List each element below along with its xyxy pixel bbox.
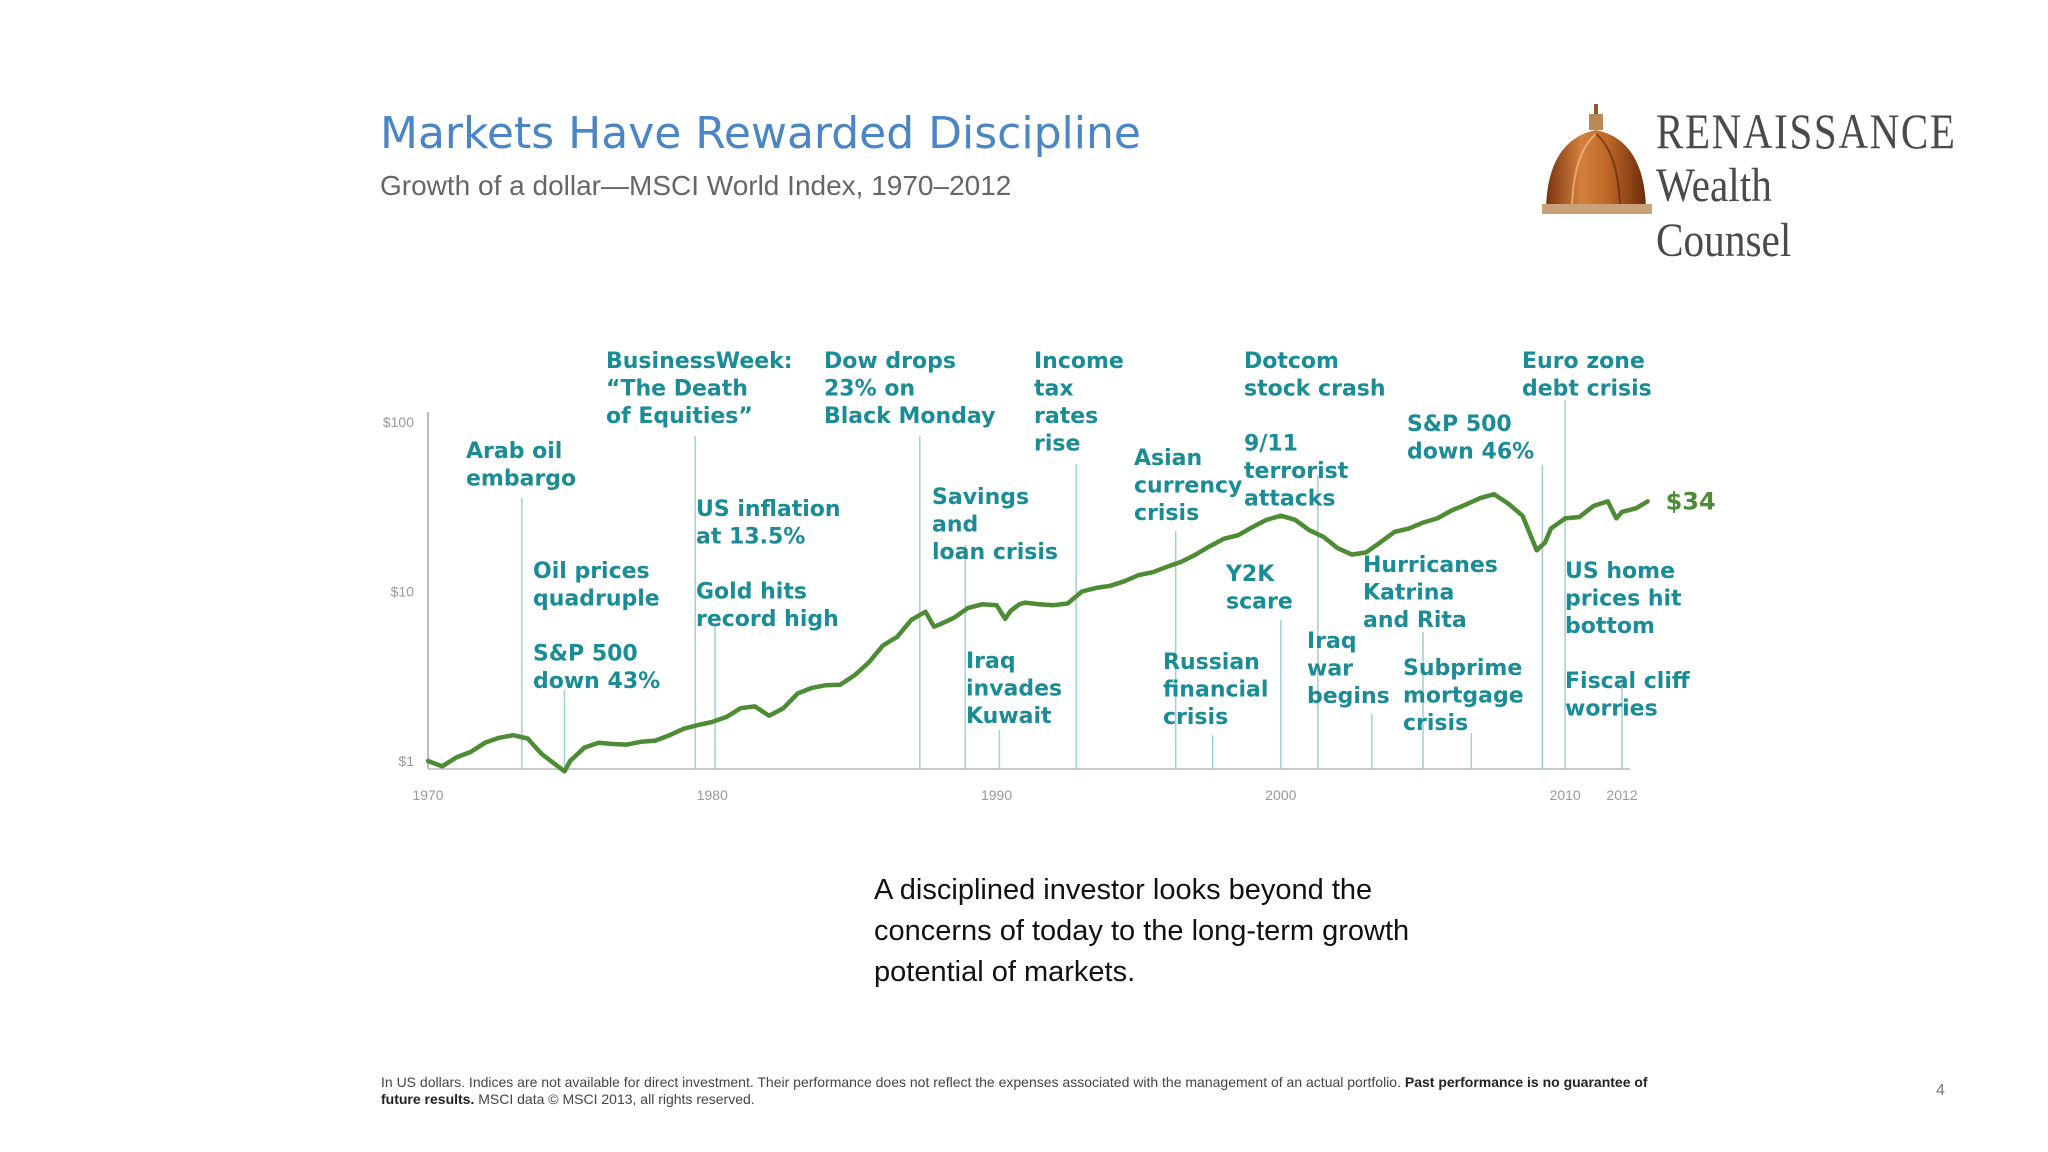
annotation-label: Fiscal cliff xyxy=(1565,669,1691,694)
annotation-label: Gold hits xyxy=(696,580,807,605)
footnote-disclaimer: Past performance is no guarantee of futu… xyxy=(381,1074,1648,1107)
annotation-label: rates xyxy=(1034,404,1098,429)
annotation-label: crisis xyxy=(1403,711,1468,736)
x-tick-label: 2012 xyxy=(1606,787,1637,803)
annotation-label: Subprime xyxy=(1403,656,1522,681)
annotation-label: debt crisis xyxy=(1522,377,1652,402)
annotation-label: stock crash xyxy=(1244,377,1386,402)
annotation-label: worries xyxy=(1565,697,1658,722)
annotation-label: Income xyxy=(1034,349,1124,374)
annotation-label: scare xyxy=(1226,590,1293,615)
annotation-label: invades xyxy=(966,677,1062,702)
y-tick-label: $10 xyxy=(391,584,415,600)
y-tick-label: $100 xyxy=(383,414,414,430)
annotation-label: record high xyxy=(696,607,839,632)
annotation-label: Russian xyxy=(1163,650,1260,675)
footnote-source: MSCI data © MSCI 2013, all rights reserv… xyxy=(478,1091,755,1107)
annotation-label: loan crisis xyxy=(932,540,1058,565)
x-tick-label: 2000 xyxy=(1265,787,1296,803)
annotation-label: S&P 500 xyxy=(1407,412,1512,437)
growth-line xyxy=(425,491,1650,774)
annotation-label: and Rita xyxy=(1363,608,1467,633)
annotation-label: Savings xyxy=(932,485,1029,510)
annotation-label: attacks xyxy=(1244,487,1336,512)
annotation-label: begins xyxy=(1307,684,1390,709)
annotation-label: rise xyxy=(1034,432,1080,457)
logo-text-line2: Wealth Counsel xyxy=(1656,159,1792,267)
annotation-label: crisis xyxy=(1134,501,1199,526)
dome-icon xyxy=(1542,104,1652,214)
annotation-label: Dow drops xyxy=(824,349,956,374)
annotation-label: Hurricanes xyxy=(1363,553,1498,578)
x-tick-label: 1970 xyxy=(412,787,443,803)
annotation-label: bottom xyxy=(1565,614,1655,639)
footnote: In US dollars. Indices are not available… xyxy=(381,1074,1681,1108)
annotation-label: Asian xyxy=(1134,446,1202,471)
logo-text-line1: RENAISSANCE xyxy=(1656,103,1957,159)
annotation-label: US inflation xyxy=(696,497,841,522)
annotation-label: mortgage xyxy=(1403,684,1524,709)
annotation-label: financial xyxy=(1163,678,1268,703)
annotation-label: Katrina xyxy=(1363,581,1454,606)
annotation-label: Iraq xyxy=(966,649,1016,674)
annotation-label: down 43% xyxy=(533,669,660,694)
annotation-label: down 46% xyxy=(1407,440,1534,465)
x-tick-label: 2010 xyxy=(1550,787,1581,803)
annotation-label: Arab oil xyxy=(466,439,562,464)
y-tick-label: $1 xyxy=(398,753,414,769)
annotation-label: and xyxy=(932,513,978,538)
annotation-label: “The Death xyxy=(606,377,748,402)
end-value-label: $34 xyxy=(1666,487,1716,515)
annotation-label: Oil prices xyxy=(533,559,650,584)
x-tick-label: 1980 xyxy=(697,787,728,803)
annotation-label: Iraq xyxy=(1307,629,1357,654)
annotation-label: of Equities” xyxy=(606,404,753,429)
annotation-label: war xyxy=(1307,657,1353,682)
annotation-label: BusinessWeek: xyxy=(606,349,793,374)
annotation-label: Y2K xyxy=(1225,562,1275,587)
company-logo: RENAISSANCE Wealth Counsel xyxy=(1538,100,1955,267)
annotation-label: currency xyxy=(1134,474,1242,499)
annotation-label: crisis xyxy=(1163,705,1228,730)
annotation-label: Dotcom xyxy=(1244,349,1339,374)
annotation-label: Kuwait xyxy=(966,704,1052,729)
x-tick-label: 1990 xyxy=(981,787,1012,803)
annotation-label: quadruple xyxy=(533,587,660,612)
annotation-label: prices hit xyxy=(1565,587,1682,612)
annotation-label: 23% on xyxy=(824,377,915,402)
annotation-label: tax xyxy=(1034,377,1074,402)
annotation-label: at 13.5% xyxy=(696,525,805,550)
annotation-label: Euro zone xyxy=(1522,349,1645,374)
annotation-label: terrorist xyxy=(1244,459,1349,484)
footnote-text: In US dollars. Indices are not available… xyxy=(381,1074,1401,1090)
page-title: Markets Have Rewarded Discipline xyxy=(380,108,1141,159)
annotation-label: 9/11 xyxy=(1244,432,1298,457)
annotation-label: S&P 500 xyxy=(533,642,638,667)
annotation-label: US home xyxy=(1565,559,1675,584)
annotation-label: embargo xyxy=(466,467,576,492)
page-subtitle: Growth of a dollar—MSCI World Index, 197… xyxy=(380,170,1012,201)
page-number: 4 xyxy=(1936,1082,1945,1099)
annotation-label: Black Monday xyxy=(824,404,995,429)
caption-text: A disciplined investor looks beyond the … xyxy=(874,874,1410,988)
